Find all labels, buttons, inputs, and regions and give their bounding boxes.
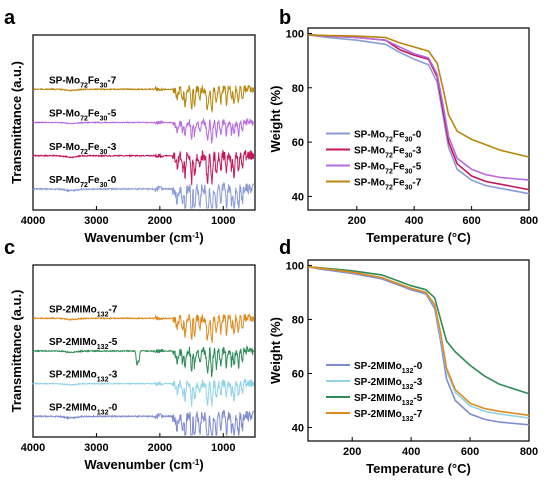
x-tick-label: 600 xyxy=(462,215,480,227)
y-axis-label: Transmittance (a.u.) xyxy=(9,61,24,184)
x-tick-label: 4000 xyxy=(21,442,45,454)
legend-entry: SP-2MIMo132-0 xyxy=(354,361,423,375)
x-tick-label: 800 xyxy=(520,215,538,227)
y-axis-label: Weight (%) xyxy=(268,86,283,153)
x-tick-label: 3000 xyxy=(84,442,108,454)
y-tick-label: 40 xyxy=(292,191,304,203)
y-axis-label: Transmittance (a.u.) xyxy=(9,290,24,413)
x-tick-label: 200 xyxy=(348,215,366,227)
series-line xyxy=(32,181,255,210)
series-line xyxy=(32,378,255,407)
series-label: SP-Mo72Fe30-3 xyxy=(49,142,117,156)
series-line xyxy=(307,34,530,181)
panel-letter-c: c xyxy=(4,237,15,259)
panel-d: 200 400 600 800 40 60 80 100 Temperature (°C) Wei… xyxy=(268,259,538,476)
legend-entry: SP-Mo72Fe30-7 xyxy=(354,178,422,192)
series-line xyxy=(307,34,530,195)
legend-entry: SP-2MIMo132-5 xyxy=(354,393,423,407)
series-label: SP-2MIMo132-7 xyxy=(49,304,118,318)
y-tick-label: 100 xyxy=(286,260,304,272)
legend-entry: SP-2MIMo132-3 xyxy=(354,377,423,391)
series-line xyxy=(32,149,255,186)
series-line xyxy=(307,266,530,417)
plot-frame xyxy=(307,259,530,442)
panel-letter-a: a xyxy=(4,7,16,29)
series-line xyxy=(32,84,255,113)
legend-entry: SP-Mo72Fe30-3 xyxy=(354,146,422,160)
x-tick-label: 400 xyxy=(402,446,420,458)
x-tick-label: 800 xyxy=(520,446,538,458)
y-tick-label: 60 xyxy=(292,137,304,149)
series-label: SP-Mo72Fe30-5 xyxy=(49,109,117,123)
x-tick-label: 1000 xyxy=(211,442,235,454)
legend-entry: SP-2MIMo132-7 xyxy=(354,409,423,423)
series-label: SP-2MIMo132-0 xyxy=(49,402,118,416)
x-tick-label: 4000 xyxy=(21,215,45,227)
y-tick-label: 80 xyxy=(292,83,304,95)
x-tick-label: 2000 xyxy=(148,442,172,454)
panel-letter-d: d xyxy=(279,237,291,259)
series-label: SP-2MIMo132-3 xyxy=(49,370,118,384)
panel-c: 4000 3000 2000 1000 Wavenumber (cm-1) Transmi… xyxy=(9,264,256,472)
series-label: SP-2MIMo132-5 xyxy=(49,337,118,351)
x-tick-label: 1000 xyxy=(211,215,235,227)
panel-a: 4000 3000 2000 1000 Wavenumber (cm-1) Transmi… xyxy=(9,34,256,245)
x-tick-label: 600 xyxy=(461,446,479,458)
panel-letter-b: b xyxy=(279,7,291,29)
y-tick-label: 60 xyxy=(292,368,304,380)
legend-entry: SP-Mo72Fe30-0 xyxy=(354,130,422,144)
series-label: SP-Mo72Fe30-0 xyxy=(49,175,117,189)
x-axis-label: Temperature (°C) xyxy=(366,230,471,245)
x-axis-label: Wavenumber (cm-1) xyxy=(84,457,203,472)
x-tick-label: 400 xyxy=(405,215,423,227)
panel-b: 200 400 600 800 40 60 80 100 Temperature (°C) Wei… xyxy=(268,27,538,245)
x-axis-label: Temperature (°C) xyxy=(366,461,471,476)
series-line xyxy=(307,266,530,395)
x-tick-label: 200 xyxy=(343,446,361,458)
x-tick-label: 3000 xyxy=(84,215,108,227)
series-line xyxy=(32,313,255,343)
y-tick-label: 40 xyxy=(292,422,304,434)
series-line xyxy=(307,34,530,158)
y-tick-label: 80 xyxy=(292,314,304,326)
x-tick-label: 2000 xyxy=(148,215,172,227)
series-label: SP-Mo72Fe30-7 xyxy=(49,75,117,89)
y-tick-label: 100 xyxy=(286,28,304,40)
x-axis-label: Wavenumber (cm-1) xyxy=(84,230,203,245)
series-line xyxy=(32,409,255,437)
series-line xyxy=(32,117,255,144)
series-line xyxy=(32,344,255,378)
y-axis-label: Weight (%) xyxy=(268,317,283,384)
legend-entry: SP-Mo72Fe30-5 xyxy=(354,162,422,176)
plot-frame xyxy=(307,27,530,211)
